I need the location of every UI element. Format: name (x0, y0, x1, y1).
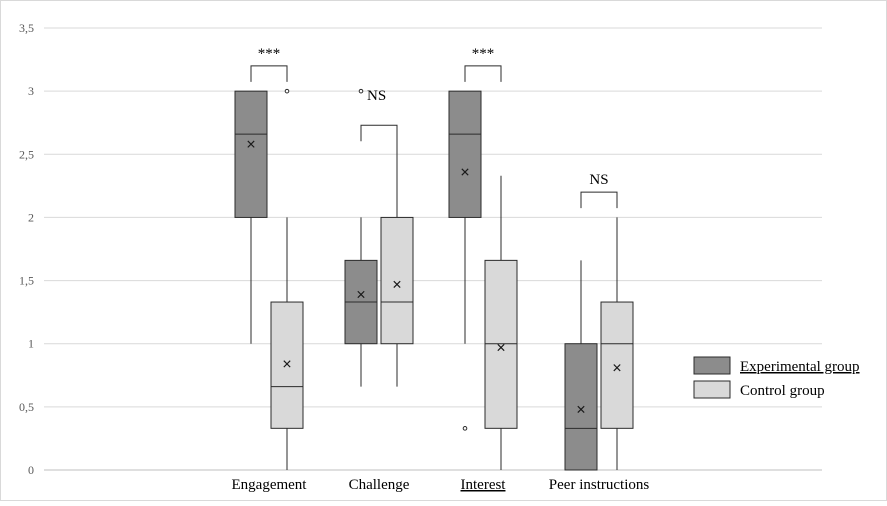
mean-marker (357, 290, 365, 299)
significance-label: *** (258, 46, 281, 62)
legend-label: Control group (740, 383, 825, 399)
box (564, 343, 598, 471)
significance-label: NS (589, 172, 608, 188)
box (380, 216, 414, 345)
box (484, 259, 518, 429)
legend-swatch (693, 380, 731, 399)
mean-marker (613, 364, 621, 372)
outlier-point (358, 88, 364, 94)
mean-marker (393, 280, 401, 288)
x-category-label: Engagement (232, 477, 308, 493)
box (234, 90, 268, 218)
significance-label: NS (367, 88, 386, 104)
box (270, 301, 304, 429)
x-category-label: Challenge (349, 477, 410, 493)
y-tick-label: 0 (28, 463, 34, 477)
mean-marker (247, 140, 255, 148)
significance-bracket (250, 65, 288, 82)
mean-marker (461, 168, 469, 176)
mean-marker (283, 360, 291, 368)
mean-marker (577, 405, 585, 414)
y-tick-label: 3 (28, 84, 34, 98)
significance-label: *** (472, 46, 495, 62)
box (448, 90, 482, 218)
y-tick-label: 3,5 (19, 21, 34, 35)
outlier-point (462, 426, 468, 431)
mean-marker (497, 343, 505, 352)
significance-bracket (464, 65, 502, 82)
box (600, 301, 634, 429)
significance-bracket (580, 191, 618, 209)
y-tick-label: 2 (28, 210, 34, 224)
x-category-label: Interest (461, 477, 507, 493)
y-tick-label: 2,5 (19, 147, 34, 161)
significance-bracket (360, 124, 398, 142)
legend-swatch (693, 356, 731, 375)
y-tick-label: 1 (28, 337, 34, 351)
y-tick-label: 1,5 (19, 274, 34, 288)
y-tick-label: 0,5 (19, 400, 34, 414)
legend-label: Experimental group (740, 359, 860, 375)
x-category-label: Peer instructions (549, 477, 650, 493)
outlier-point (284, 88, 290, 94)
